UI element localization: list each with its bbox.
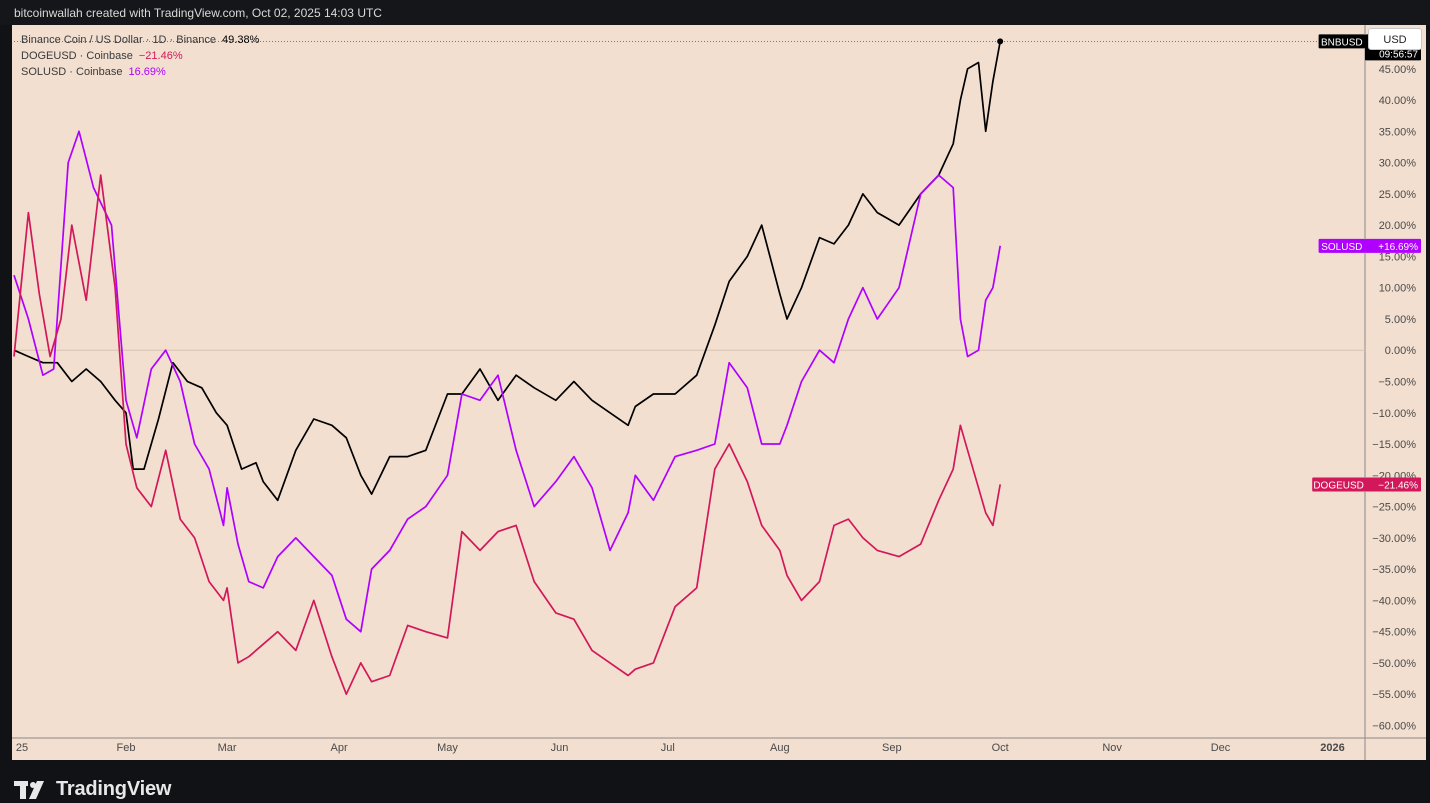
footer bbox=[0, 760, 1430, 803]
series-tag-value-bg bbox=[1365, 238, 1421, 253]
legend: Binance Coin / US Dollar · 1D · Binance 4… bbox=[21, 32, 259, 80]
legend-item-doge[interactable]: DOGEUSD · Coinbase −21.46% bbox=[21, 48, 259, 64]
series-line-bnbusd bbox=[13, 41, 1002, 502]
y-tick-label: −30.00% bbox=[1372, 533, 1416, 545]
y-tick-label: 25.00% bbox=[1379, 189, 1417, 201]
y-tick-label: −5.00% bbox=[1378, 377, 1416, 389]
x-tick-label: Oct bbox=[992, 742, 1009, 754]
legend-sol-value: 16.69% bbox=[128, 66, 166, 78]
y-tick-label: −55.00% bbox=[1372, 689, 1416, 701]
y-tick-label: 20.00% bbox=[1379, 220, 1417, 232]
y-tick-label: −35.00% bbox=[1372, 564, 1416, 576]
series-tag-name: SOLUSD bbox=[1321, 242, 1362, 253]
y-tick-label: 45.00% bbox=[1379, 64, 1417, 76]
tradingview-logo-text: TradingView bbox=[56, 778, 172, 800]
legend-item-bnb[interactable]: Binance Coin / US Dollar · 1D · Binance 4… bbox=[21, 32, 259, 48]
y-tick-label: 0.00% bbox=[1385, 345, 1416, 357]
x-tick-label: Sep bbox=[882, 742, 902, 754]
y-tick-label: −45.00% bbox=[1372, 627, 1416, 639]
chart-frame bbox=[12, 25, 1426, 760]
y-tick-label: 15.00% bbox=[1379, 251, 1417, 263]
x-tick-label: Apr bbox=[331, 742, 348, 754]
series-line-dogeusd bbox=[13, 174, 1002, 696]
y-tick-label: −25.00% bbox=[1372, 502, 1416, 514]
currency-button[interactable]: USD bbox=[1368, 28, 1422, 50]
series-tag-value-bg bbox=[1365, 477, 1421, 492]
y-tick-label: −10.00% bbox=[1372, 408, 1416, 420]
legend-bnb-value: 49.38% bbox=[222, 34, 260, 46]
series-line-solusd bbox=[13, 130, 1002, 633]
x-tick-label: Jul bbox=[661, 742, 675, 754]
x-tick-label: 2026 bbox=[1320, 742, 1344, 754]
legend-doge-name: DOGEUSD · Coinbase bbox=[21, 50, 133, 62]
y-tick-label: −40.00% bbox=[1372, 595, 1416, 607]
x-tick-label: Jun bbox=[551, 742, 569, 754]
legend-sol-name: SOLUSD · Coinbase bbox=[21, 66, 123, 78]
legend-item-sol[interactable]: SOLUSD · Coinbase 16.69% bbox=[21, 64, 259, 80]
y-tick-label: 40.00% bbox=[1379, 95, 1417, 107]
tradingview-logo-icon bbox=[14, 780, 44, 799]
legend-doge-value: −21.46% bbox=[138, 50, 183, 62]
x-tick-label: Aug bbox=[770, 742, 790, 754]
tradingview-logo[interactable]: TradingView bbox=[14, 778, 171, 801]
series-tag-name-bg bbox=[1318, 238, 1365, 253]
series-tag-value: +16.69% bbox=[1378, 242, 1418, 253]
credit-text: bitcoinwallah created with TradingView.c… bbox=[14, 6, 382, 20]
x-tick-label: Mar bbox=[218, 742, 237, 754]
top-bar: bitcoinwallah created with TradingView.c… bbox=[0, 0, 1430, 25]
series-tag-name-bg bbox=[1318, 34, 1365, 49]
series-tag-name-bg bbox=[1312, 477, 1365, 492]
legend-bnb-name: Binance Coin / US Dollar · 1D · Binance bbox=[21, 34, 217, 46]
series-tag-value: −21.46% bbox=[1378, 480, 1418, 491]
series-tag-name: BNBUSD bbox=[1321, 37, 1363, 48]
y-tick-label: 35.00% bbox=[1379, 126, 1417, 138]
y-tick-label: 5.00% bbox=[1385, 314, 1416, 326]
x-tick-label: Feb bbox=[116, 742, 135, 754]
y-tick-label: −60.00% bbox=[1372, 720, 1416, 732]
y-tick-label: 10.00% bbox=[1379, 283, 1417, 295]
x-tick-label: Dec bbox=[1211, 742, 1231, 754]
series-tag-name: DOGEUSD bbox=[1313, 480, 1364, 491]
x-tick-label: Nov bbox=[1102, 742, 1122, 754]
y-tick-label: 30.00% bbox=[1379, 158, 1417, 170]
x-tick-label: May bbox=[437, 742, 458, 754]
x-tick-label: 25 bbox=[16, 742, 28, 754]
y-tick-label: −50.00% bbox=[1372, 658, 1416, 670]
series-tag-time: 09:56:57 bbox=[1379, 49, 1418, 60]
y-tick-label: −15.00% bbox=[1372, 439, 1416, 451]
last-value-dot bbox=[997, 38, 1004, 45]
